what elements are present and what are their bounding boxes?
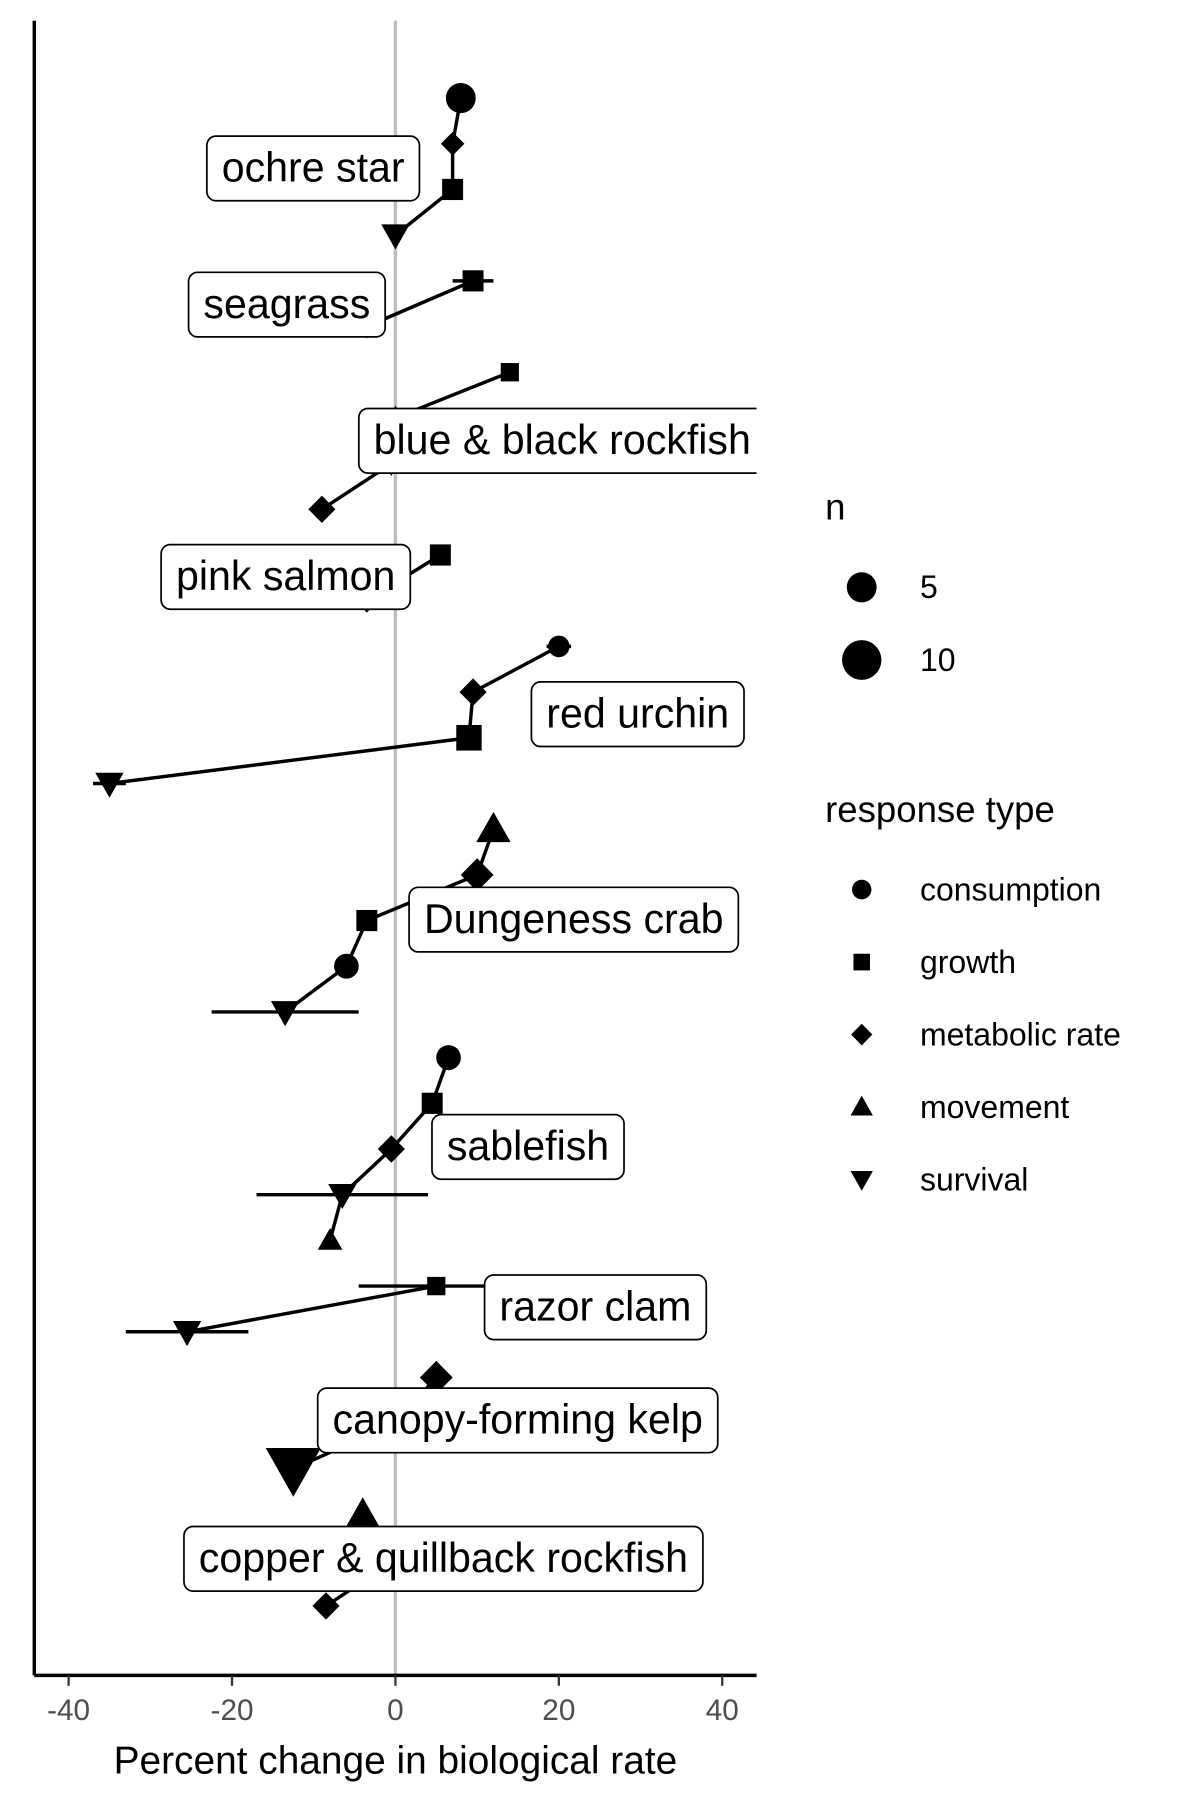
marker-triangle-up [476,811,511,843]
group-line [394,97,463,237]
marker-triangle-down [270,1001,300,1027]
group-label: Dungeness crab [424,896,724,942]
marker-circle [436,1045,461,1071]
shape-legend-title: response type [825,789,1055,830]
marker-diamond [851,1023,873,1046]
x-tick-label: 0 [387,1694,404,1727]
marker-triangle-up [345,1497,380,1528]
group-label-box [431,1113,625,1181]
marker-diamond [459,678,487,706]
group-label: pink salmon [176,553,395,599]
group-label: razor clam [499,1283,691,1329]
size-legend-label: 5 [920,569,938,605]
group-label: red urchin [546,690,729,736]
size-legend-title: n [825,487,845,528]
shape-legend-label: metabolic rate [920,1016,1121,1052]
group-label-box [183,1525,704,1593]
marker-circle [445,83,476,114]
marker-square [429,544,451,566]
marker-square [442,178,464,201]
marker-square [427,1276,446,1296]
marker-square [356,909,378,932]
shape-legend-label: movement [920,1089,1069,1125]
x-tick-label: -20 [211,1694,254,1727]
shape-legend-label: survival [920,1161,1028,1197]
marker-circle [852,879,872,900]
marker-triangle-down [850,1171,873,1191]
shape-legend-label: growth [920,944,1016,980]
marker-diamond [312,1592,340,1620]
x-tick-label: 40 [706,1694,739,1727]
group-label: copper & quillback rockfish [199,1535,688,1581]
label-layer: ochre star seagrass blue & black rockfish p… [160,135,757,1593]
marker-square [853,953,870,971]
group-label-box [408,886,740,953]
marker-diamond [440,131,465,156]
group-label-box [530,681,745,748]
group-label: blue & black rockfish [374,417,751,463]
marker-square [462,270,484,292]
marker-triangle-down [95,772,124,798]
group-line [109,644,560,786]
x-tick-label: 20 [542,1694,575,1727]
size-legend-label: 10 [920,642,956,678]
marker-circle [334,953,359,979]
marker-square [421,1092,443,1114]
size-legend-key [842,640,882,680]
marker-diamond [377,1135,405,1163]
marker-diamond [460,858,494,892]
marker-circle [548,635,570,658]
marker-diamond [308,495,336,524]
marker-triangle-down [172,1321,202,1347]
marker-triangle-up [317,1227,343,1250]
group-label-box [187,271,387,338]
marker-triangle-down [381,224,410,250]
x-tick-label: -40 [47,1694,90,1727]
marker-square [500,363,519,382]
group-label-box [205,135,421,202]
group-label-box [357,407,757,474]
group-label-box [483,1274,708,1341]
group-label-box [316,1387,719,1454]
size-legend-key [846,572,877,603]
shape-legend-label: consumption [920,871,1101,907]
group-label: seagrass [203,281,370,327]
group-label: canopy-forming kelp [333,1396,703,1442]
x-axis-title: Percent change in biological rate [114,1739,678,1782]
plot-area: ochre star seagrass blue & black rockfish p… [93,20,757,1676]
group-label: sablefish [447,1123,609,1169]
group-label: ochre star [222,145,405,191]
marker-triangle-down [265,1447,321,1497]
group-line [186,1284,437,1334]
marker-triangle-up [850,1095,873,1116]
marker-diamond [419,1360,453,1395]
group-label-box [160,543,412,611]
marker-triangle-down [328,1183,357,1210]
marker-square [456,724,482,751]
